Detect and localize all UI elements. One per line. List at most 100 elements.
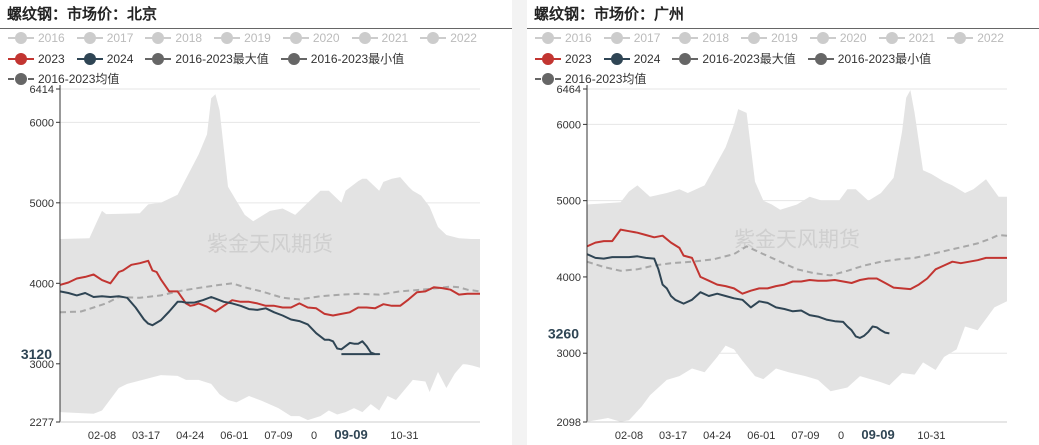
legend-marker-icon [145,31,172,44]
legend-item[interactable]: 2019 [214,30,271,45]
legend-marker-icon [420,31,447,44]
legend-item[interactable]: 2019 [741,30,798,45]
legend-marker-icon [947,31,974,44]
legend-label: 2024 [633,51,661,66]
y-tick-label: 5000 [30,198,54,210]
legend-item[interactable]: 2024 [603,51,661,66]
x-tick-label: 03-17 [659,430,687,442]
legend-marker-icon [535,52,561,65]
series-line-2024 [586,253,890,339]
legend-item[interactable]: 2020 [809,30,867,45]
x-tick-label: 10-31 [917,430,945,442]
range-band-max-min [587,90,1007,422]
y-tick-label: 6464 [557,84,581,96]
legend-item[interactable]: 2024 [76,51,134,66]
legend-label: 2019 [771,30,798,45]
legend-label: 2016-2023均值 [565,72,647,86]
legend-item[interactable]: 2016 [8,30,65,45]
legend-row: 2016-2023均值 [535,70,658,88]
legend-marker-icon [145,52,172,65]
legend-marker-icon [8,52,34,65]
chart-beijing: 紫金天风期货 2277 3000 4000 5000 6000 6414 02-08 03-17… [21,84,481,442]
legend-label: 2016-2023最小值 [310,52,405,66]
legend-item[interactable]: 2021 [351,30,408,45]
legend-item[interactable]: 2016-2023均值 [8,70,119,87]
x-tick-label: 02-08 [88,430,116,442]
legend-label: 2023 [38,51,65,66]
y-tick-label: 5000 [557,196,581,208]
y-tick-label: 3000 [30,359,54,371]
x-tick-label: 04-24 [176,430,204,442]
legend-label: 2018 [702,30,730,45]
x-tick-label: 06-01 [220,430,248,442]
legend-label: 2023 [565,51,592,66]
legend-row: 2016 2017 2018 2019 2020 2021 2022 [8,30,489,48]
legend-marker-icon [535,31,561,44]
legend-item[interactable]: 2016-2023最小值 [807,50,931,67]
legend-item[interactable]: 2017 [76,30,134,45]
legend-item[interactable]: 2018 [145,30,202,45]
last-value-label: 3260 [548,325,579,341]
legend-label: 2024 [106,51,134,66]
legend-marker-icon [535,72,561,85]
legend-marker-icon [76,52,103,65]
legend-item[interactable]: 2016-2023最大值 [145,50,269,67]
legend-label: 2021 [908,30,936,45]
chart-title: 螺纹钢：市场价：北京 [7,5,158,23]
legend-marker-icon [878,31,905,44]
legend-item[interactable]: 2022 [947,30,1004,45]
legend-label: 2020 [312,30,340,45]
legend-item[interactable]: 2016 [535,30,592,45]
legend-label: 2016-2023均值 [38,72,120,86]
legend-marker-icon [672,52,699,65]
legend-marker-icon [76,31,103,44]
legend-marker-icon [807,52,834,65]
legend-item[interactable]: 2022 [420,30,477,45]
legend-label: 2017 [633,30,661,45]
legend-item[interactable]: 2020 [282,30,340,45]
x-tick-label: 09-09 [861,427,894,442]
legend-label: 2016 [38,30,65,45]
legend-marker-icon [8,31,34,44]
legend-label: 2018 [175,30,203,45]
y-tick-label: 6414 [30,84,54,96]
watermark: 紫金天风期货 [734,227,860,251]
legend-item[interactable]: 2018 [672,30,729,45]
x-tick-label: 03-17 [132,430,160,442]
chart-title: 螺纹钢：市场价：广州 [534,5,685,23]
y-tick-label: 3000 [557,348,581,360]
legend-label: 2016 [565,30,592,45]
legend-marker-icon [280,52,307,65]
legend-marker-icon [741,31,768,44]
legend-label: 2017 [106,30,134,45]
legend-item[interactable]: 2021 [878,30,936,45]
x-tick-label: 06-01 [747,430,775,442]
panel-guangzhou: 螺纹钢：市场价：广州 2016 2017 2018 2019 2020 2021 2022 2… [527,0,1039,445]
legend-marker-icon [672,31,699,44]
x-tick-label: 10-31 [390,430,418,442]
last-value-label: 3120 [21,346,52,362]
y-tick-label: 2098 [557,417,581,429]
series-line-2023 [586,228,1007,295]
title-divider [0,28,512,29]
x-tick-label: 0 [311,430,317,442]
y-tick-label: 2277 [30,417,54,429]
legend-label: 2022 [977,30,1004,45]
legend-item[interactable]: 2023 [8,51,65,66]
x-tick-label: 09-09 [334,427,367,442]
y-tick-label: 4000 [30,278,54,290]
legend-marker-icon [8,72,34,85]
y-tick-label: 4000 [557,272,581,284]
legend-item[interactable]: 2017 [603,30,661,45]
y-tick-label: 6000 [557,119,581,131]
panel-beijing: 螺纹钢：市场价：北京 2016 2017 2018 2019 2020 2021 2022 2… [0,0,512,445]
x-tick-label: 02-08 [615,430,643,442]
legend-item[interactable]: 2016-2023最大值 [672,50,796,67]
range-band-max-min [60,94,480,421]
series-line-2023 [59,259,480,317]
legend-item[interactable]: 2023 [535,51,592,66]
legend-item[interactable]: 2016-2023最小值 [280,50,405,67]
legend-label: 2019 [244,30,271,45]
legend-label: 2016-2023最大值 [175,52,269,66]
legend-item[interactable]: 2016-2023均值 [535,70,646,87]
